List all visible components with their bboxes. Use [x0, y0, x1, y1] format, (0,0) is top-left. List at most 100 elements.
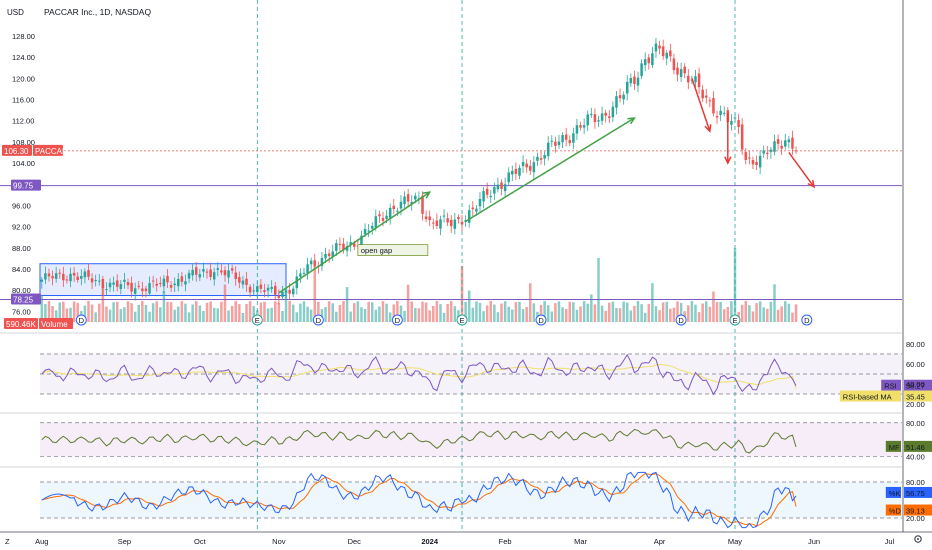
- volume-bar: [105, 306, 108, 322]
- candle-body: [546, 142, 550, 157]
- candle-body: [98, 280, 101, 282]
- volume-bar: [687, 305, 690, 322]
- price-tick-label: 108.00: [12, 138, 35, 147]
- dividend-marker[interactable]: D: [801, 314, 813, 326]
- candle-body: [331, 251, 334, 257]
- candle-body: [442, 215, 446, 217]
- candle-body: [238, 277, 241, 283]
- price-axis[interactable]: 76.00 80.00 84.00 88.00 92.00 96.00 104.00 108.…: [12, 0, 925, 532]
- volume-bar: [349, 311, 352, 322]
- volume-bar: [467, 290, 471, 322]
- volume-bar: [704, 301, 708, 322]
- dividend-marker[interactable]: D: [75, 314, 87, 326]
- last-price-tag-bg: [2, 144, 32, 156]
- candle-body: [586, 114, 589, 126]
- price-tick-label: 104.00: [12, 159, 35, 168]
- mf-pane[interactable]: MF 51.46: [0, 412, 932, 457]
- candle-body: [76, 276, 79, 281]
- candle-body: [780, 145, 783, 149]
- candle-body: [209, 269, 212, 278]
- candle-body: [733, 117, 737, 119]
- candle-body: [313, 260, 317, 266]
- earnings-marker[interactable]: E: [729, 314, 741, 326]
- volume-bar: [643, 312, 647, 322]
- volume-bar: [205, 302, 209, 322]
- volume-bar: [730, 301, 733, 322]
- volume-bar: [367, 301, 370, 322]
- volume-bar: [317, 301, 320, 322]
- candle-body: [396, 210, 399, 212]
- candle-body: [478, 198, 482, 207]
- volume-bar: [532, 303, 536, 322]
- gear-icon[interactable]: [914, 535, 922, 543]
- dividend-marker[interactable]: D: [312, 314, 324, 326]
- rsi-pane[interactable]: RSI 38.27 RSI-based MA 35.45: [0, 332, 932, 402]
- mf-value-tag: MF 51.46: [885, 440, 932, 452]
- volume-bar: [701, 303, 704, 322]
- dividend-marker[interactable]: D: [675, 314, 687, 326]
- dividend-marker-circle: [75, 314, 87, 326]
- volume-bar: [51, 306, 54, 322]
- trend-arrow-up: [465, 117, 635, 222]
- volume-bar: [708, 306, 712, 322]
- volume-bar: [202, 310, 205, 322]
- candle-body: [543, 155, 546, 159]
- volume-bar: [112, 302, 115, 322]
- volume-bar: [148, 311, 151, 322]
- trend-arrow-up: [278, 191, 431, 294]
- volume-bar: [525, 307, 528, 322]
- stochastic-pane[interactable]: %K 56.75 %D 39.13: [0, 466, 932, 529]
- dividend-marker[interactable]: D: [535, 314, 547, 326]
- volume-bar: [665, 301, 669, 322]
- volume-bar: [482, 311, 485, 322]
- stoch-d-tag-value-bg: [904, 504, 932, 516]
- candle-body: [40, 279, 44, 282]
- annotation-open-gap[interactable]: open gap: [357, 244, 429, 256]
- price-tick-label: 124.00: [12, 53, 35, 62]
- candle-body: [618, 95, 622, 99]
- earnings-marker[interactable]: E: [456, 314, 468, 326]
- time-tick-label: Apr: [654, 537, 666, 546]
- volume-bar: [615, 307, 618, 322]
- mf-tick-label: 80.00: [906, 419, 925, 428]
- price-pane[interactable]: open gap E E E D D D D D D 106.30 PACCAR 99.75 78.25 5…: [0, 0, 902, 532]
- trend-arrow-up-head: [422, 191, 432, 199]
- candle-body: [198, 274, 202, 278]
- candle-body: [661, 46, 665, 57]
- corner-z-label[interactable]: Z: [5, 537, 10, 546]
- volume-bar: [277, 302, 281, 322]
- candle-body: [281, 291, 284, 297]
- candle-body: [557, 141, 561, 146]
- stoch-tick-label: 20.00: [906, 514, 925, 523]
- volume-bar: [625, 302, 629, 322]
- earnings-marker[interactable]: E: [251, 314, 263, 326]
- time-tick-label: May: [728, 537, 742, 546]
- candle-body: [291, 288, 295, 295]
- dividend-marker-label: D: [804, 316, 810, 325]
- dividend-marker[interactable]: D: [391, 314, 403, 326]
- time-axis[interactable]: Aug Sep Oct Nov Dec 2024 Feb Mar Apr May Jun Jul: [0, 531, 932, 546]
- volume-bar: [155, 301, 158, 322]
- volume-bar: [762, 307, 765, 322]
- candle-body: [115, 280, 119, 287]
- stoch-d-tag-name-bg: [885, 504, 901, 516]
- candle-body: [521, 161, 525, 167]
- candle-body: [234, 272, 238, 280]
- volume-bar: [787, 303, 791, 322]
- volume-bar: [690, 301, 694, 322]
- volume-bar: [266, 308, 270, 322]
- candle-body: [575, 125, 579, 134]
- candle-body: [776, 139, 780, 144]
- rsi-value-tag-value-bg: [904, 379, 932, 391]
- candle-body: [719, 110, 722, 115]
- candle-body: [651, 53, 654, 66]
- time-tick-label: Dec: [348, 537, 362, 546]
- last-price-tag-text: 106.30: [4, 147, 29, 156]
- candle-body: [263, 290, 266, 292]
- candle-body: [202, 269, 205, 272]
- candle-body: [766, 152, 769, 155]
- candle-body: [787, 139, 791, 143]
- volume-bar: [780, 306, 783, 322]
- rsi-tick-label: 80.00: [906, 340, 925, 349]
